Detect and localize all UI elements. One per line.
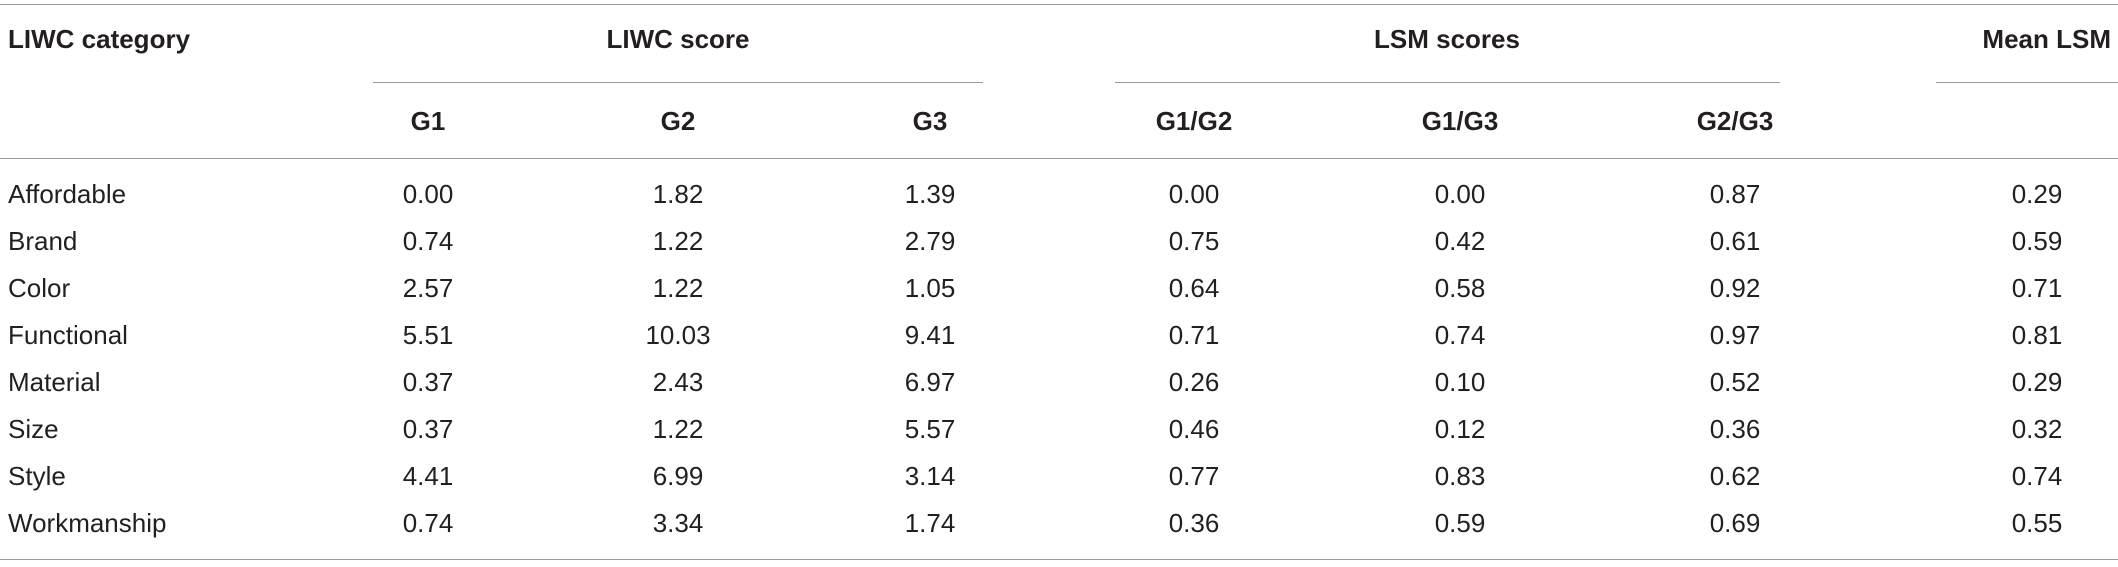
cell-g2-g3: 0.36	[1709, 414, 1761, 444]
cell-mean-lsm: 0.29	[2011, 179, 2063, 209]
cell-g3: 3.14	[904, 461, 956, 491]
cell-mean-lsm: 0.74	[2011, 461, 2063, 491]
row-category: Brand	[8, 226, 78, 256]
row-category: Style	[8, 461, 66, 491]
cell-g1: 0.37	[402, 414, 454, 444]
cell-g1-g2: 0.77	[1168, 461, 1220, 491]
cell-g2: 1.22	[652, 414, 704, 444]
row-category: Affordable	[8, 179, 127, 209]
cell-g2: 10.03	[645, 320, 711, 350]
cell-g1: 4.41	[402, 461, 454, 491]
lsm-scores-group-rule	[1115, 82, 1780, 83]
cell-g1-g2: 0.36	[1168, 508, 1220, 538]
cell-g1: 0.37	[402, 367, 454, 397]
row-category: Functional	[8, 320, 128, 350]
row-category: Material	[8, 367, 101, 397]
header-liwc-category: LIWC category	[8, 24, 191, 54]
cell-g3: 1.05	[904, 273, 956, 303]
cell-g1: 2.57	[402, 273, 454, 303]
cell-mean-lsm: 0.81	[2011, 320, 2063, 350]
subheader-g1-g3: G1/G3	[1421, 106, 1499, 136]
cell-g2: 2.43	[652, 367, 704, 397]
cell-g1-g3: 0.83	[1434, 461, 1486, 491]
cell-g1-g2: 0.75	[1168, 226, 1220, 256]
subheader-g3: G3	[912, 106, 948, 136]
cell-g2: 1.22	[652, 273, 704, 303]
cell-g2: 1.22	[652, 226, 704, 256]
cell-g2-g3: 0.52	[1709, 367, 1761, 397]
top-rule	[0, 4, 2118, 5]
mean-lsm-group-rule	[1936, 82, 2118, 83]
cell-g3: 2.79	[904, 226, 956, 256]
header-mean-lsm: Mean LSM	[1982, 24, 2111, 54]
row-category: Size	[8, 414, 59, 444]
cell-mean-lsm: 0.29	[2011, 367, 2063, 397]
header-liwc-score: LIWC score	[606, 24, 750, 54]
cell-g1-g2: 0.00	[1168, 179, 1220, 209]
subheader-g2: G2	[660, 106, 696, 136]
liwc-score-group-rule	[373, 82, 983, 83]
cell-g2-g3: 0.62	[1709, 461, 1761, 491]
cell-g3: 5.57	[904, 414, 956, 444]
cell-g1-g3: 0.74	[1434, 320, 1486, 350]
cell-g1-g2: 0.46	[1168, 414, 1220, 444]
bottom-rule	[0, 559, 2118, 560]
cell-g2: 6.99	[652, 461, 704, 491]
cell-mean-lsm: 0.59	[2011, 226, 2063, 256]
subheader-g1: G1	[410, 106, 446, 136]
cell-g2-g3: 0.61	[1709, 226, 1761, 256]
cell-g1-g3: 0.59	[1434, 508, 1486, 538]
row-category: Color	[8, 273, 71, 303]
cell-g1-g2: 0.71	[1168, 320, 1220, 350]
cell-g1-g3: 0.10	[1434, 367, 1486, 397]
cell-g1: 0.74	[402, 226, 454, 256]
cell-g2-g3: 0.92	[1709, 273, 1761, 303]
cell-g2-g3: 0.97	[1709, 320, 1761, 350]
cell-g2-g3: 0.69	[1709, 508, 1761, 538]
cell-g1-g3: 0.00	[1434, 179, 1486, 209]
cell-g3: 1.39	[904, 179, 956, 209]
cell-g1-g3: 0.12	[1434, 414, 1486, 444]
cell-g1-g2: 0.64	[1168, 273, 1220, 303]
cell-g1: 0.00	[402, 179, 454, 209]
cell-g1-g3: 0.42	[1434, 226, 1486, 256]
cell-mean-lsm: 0.71	[2011, 273, 2063, 303]
cell-g3: 6.97	[904, 367, 956, 397]
cell-g3: 1.74	[904, 508, 956, 538]
header-lsm-scores: LSM scores	[1374, 24, 1520, 54]
cell-g1: 0.74	[402, 508, 454, 538]
cell-mean-lsm: 0.32	[2011, 414, 2063, 444]
cell-g2: 3.34	[652, 508, 704, 538]
cell-g3: 9.41	[904, 320, 956, 350]
cell-g1-g3: 0.58	[1434, 273, 1486, 303]
cell-g2: 1.82	[652, 179, 704, 209]
row-category: Workmanship	[8, 508, 167, 538]
cell-g1: 5.51	[402, 320, 454, 350]
cell-g2-g3: 0.87	[1709, 179, 1761, 209]
subheader-g1-g2: G1/G2	[1155, 106, 1233, 136]
header-bottom-rule	[0, 158, 2118, 159]
subheader-g2-g3: G2/G3	[1696, 106, 1774, 136]
cell-mean-lsm: 0.55	[2011, 508, 2063, 538]
cell-g1-g2: 0.26	[1168, 367, 1220, 397]
